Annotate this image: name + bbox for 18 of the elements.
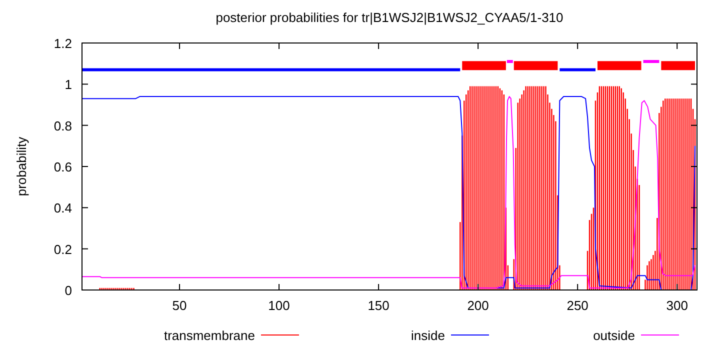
y-tick-label: 0.8 (54, 118, 72, 134)
chart-title: posterior probabilities for tr|B1WSJ2|B1WSJ2_CYAA5/1-310 (216, 10, 564, 25)
y-tick-label: 1.2 (54, 36, 72, 51)
y-tick-label: 0 (64, 283, 72, 298)
legend-label: inside (411, 328, 445, 343)
x-tick-label: 150 (368, 298, 390, 313)
legend-label: transmembrane (164, 328, 255, 343)
x-tick-label: 100 (268, 298, 290, 313)
x-tick-label: 250 (566, 298, 588, 313)
legend-label: outside (593, 328, 635, 343)
x-tick-label: 300 (666, 298, 688, 313)
y-tick-label: 0.2 (54, 242, 72, 257)
y-tick-label: 0.4 (54, 200, 72, 216)
x-tick-label: 50 (172, 298, 187, 313)
y-tick-label: 0.6 (54, 160, 72, 174)
y-tick-label: 1 (64, 77, 72, 92)
y-axis-title: probability (14, 136, 29, 196)
x-tick-label: 200 (467, 298, 489, 313)
